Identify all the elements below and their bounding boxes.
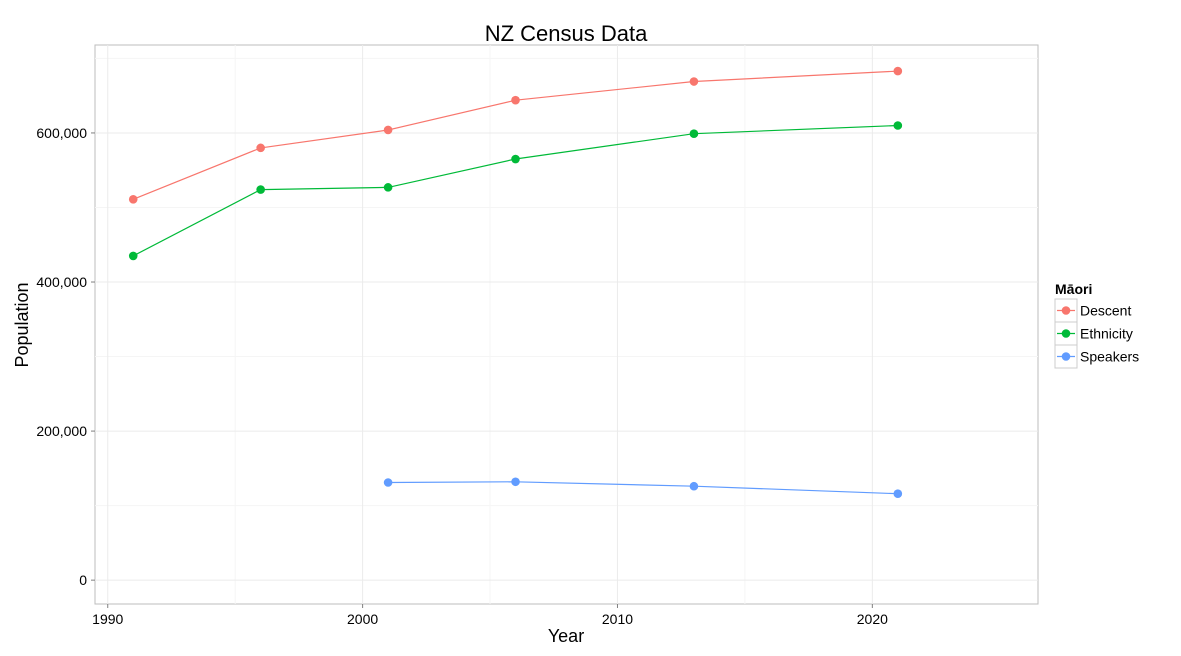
series-line-ethnicity [132,124,898,257]
legend-key-point [1061,329,1071,338]
legend-label: Speakers [1080,349,1139,365]
data-point-ethnicity [511,154,520,164]
legend-key-point [1061,352,1071,361]
series-ethnicity [128,121,903,261]
y-tick-label: 400,000 [36,274,87,290]
legend: Māori Descent Ethnicity Speakers [1054,281,1139,369]
legend-item-speakers: Speakers [1054,344,1139,369]
x-axis-ticks: 1990 2000 2010 2020 [92,604,888,627]
data-point-descent [893,66,903,76]
grid-lines [95,45,1038,604]
series-line-descent [132,70,898,200]
data-point-speakers [511,477,520,487]
data-point-ethnicity [893,121,903,130]
legend-title: Māori [1055,281,1092,297]
chart-title: NZ Census Data [485,21,648,46]
series-line-speakers [388,481,898,495]
data-point-descent [689,77,699,86]
y-axis-title: Population [12,282,32,367]
x-axis-title: Year [548,626,584,646]
data-point-ethnicity [256,185,265,194]
data-point-descent [256,143,265,153]
x-tick-label: 2020 [857,611,888,627]
y-tick-label: 600,000 [36,125,87,141]
plot-panel [94,44,1039,605]
data-point-ethnicity [689,129,699,138]
data-point-ethnicity [383,183,393,192]
data-point-speakers [383,478,393,487]
y-tick-label: 0 [79,572,87,588]
legend-item-ethnicity: Ethnicity [1054,321,1133,346]
x-tick-label: 2010 [602,611,633,627]
legend-label: Ethnicity [1080,326,1133,342]
y-tick-label: 200,000 [36,423,87,439]
legend-key-point [1061,306,1071,315]
x-tick-label: 2000 [347,611,378,627]
series-descent [128,66,903,204]
data-point-ethnicity [128,251,138,261]
legend-label: Descent [1080,303,1131,319]
data-point-descent [383,125,393,135]
y-axis-ticks: 0 200,000 400,000 600,000 [36,125,95,588]
legend-item-descent: Descent [1054,298,1131,323]
data-point-speakers [689,481,699,491]
data-point-speakers [893,489,903,498]
data-series [128,66,903,498]
x-tick-label: 1990 [92,611,123,627]
data-point-descent [511,95,520,105]
series-speakers [383,477,903,498]
data-point-descent [128,194,138,204]
